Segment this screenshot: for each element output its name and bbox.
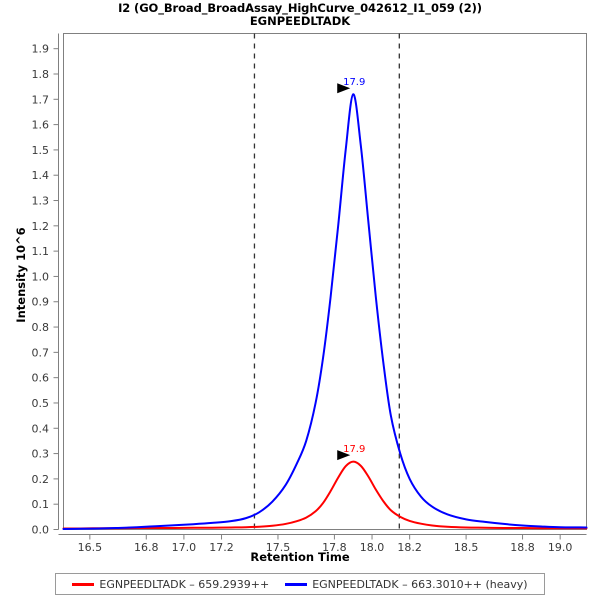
x-tick-label: 17.2: [209, 541, 234, 554]
x-tick-label: 16.8: [134, 541, 159, 554]
plot-frame: [63, 33, 587, 530]
y-tick-label: 0.8: [32, 321, 50, 334]
y-tick-label: 1.0: [32, 270, 50, 283]
trace-heavy: [62, 93, 588, 530]
y-tick-label: 1.5: [32, 144, 50, 157]
x-tick-label: 18.0: [360, 541, 385, 554]
x-tick-label: 18.8: [510, 541, 535, 554]
x-tick-label: 19.0: [548, 541, 573, 554]
y-tick-label: 0.1: [32, 498, 50, 511]
legend-swatch-heavy-icon: [285, 582, 308, 586]
y-tick-label: 1.2: [32, 220, 50, 233]
y-tick-label: 0.9: [32, 296, 50, 309]
peak-apex-marker-light-icon[interactable]: [337, 450, 351, 461]
peak-apex-markers[interactable]: 17.9 17.9: [337, 77, 365, 461]
y-tick-label: 0.5: [32, 397, 50, 410]
x-axis-label: Retention Time: [250, 550, 350, 564]
x-tick-label: 16.5: [78, 541, 103, 554]
y-tick-label: 1.6: [32, 119, 50, 132]
series-traces: [62, 93, 588, 530]
y-tick-label: 1.3: [32, 195, 50, 208]
y-tick-label: 1.8: [32, 68, 50, 81]
legend-item-heavy[interactable]: EGNPEEDLTADK – 663.3010++ (heavy): [285, 577, 528, 591]
chart-title-line-1: I2 (GO_Broad_BroadAssay_HighCurve_042612…: [118, 1, 482, 15]
y-tick-label: 0.3: [32, 448, 50, 461]
y-tick-label: 0.0: [32, 524, 50, 537]
peak-rt-label-light: 17.9: [343, 444, 365, 455]
y-axis-label: Intensity 10^6: [14, 227, 28, 323]
legend-swatch-light-icon: [72, 582, 95, 586]
trace-light: [62, 460, 588, 530]
x-axis-ticks: 16.5 16.8 17.0 17.2 17.5 17.8 18.0 18.2 18.5 18.8…: [78, 534, 573, 554]
y-tick-label: 0.4: [32, 422, 50, 435]
y-tick-label: 0.6: [32, 372, 50, 385]
legend-item-light[interactable]: EGNPEEDLTADK – 659.2939++: [72, 578, 269, 591]
y-tick-label: 0.7: [32, 346, 50, 359]
peak-rt-label-heavy: 17.9: [343, 77, 365, 88]
chart-title-line-2: EGNPEEDLTADK: [249, 14, 351, 28]
y-tick-label: 0.2: [32, 473, 50, 486]
x-tick-label: 17.8: [322, 541, 347, 554]
x-tick-label: 17.0: [172, 541, 197, 554]
y-tick-label: 1.1: [32, 245, 50, 258]
y-tick-label: 1.4: [32, 169, 50, 182]
y-tick-label: 1.7: [32, 93, 50, 106]
y-tick-label: 1.9: [32, 43, 50, 56]
y-axis-ticks: 0.0 0.1 0.2 0.3 0.4 0.5 0.6 0.7 0.8 0.9 1.0 1.1 1.2 1…: [32, 43, 59, 537]
x-tick-label: 18.5: [454, 541, 479, 554]
legend-label-light: EGNPEEDLTADK – 659.2939++: [99, 577, 270, 591]
legend-label-heavy: EGNPEEDLTADK – 663.3010++ (heavy): [312, 577, 528, 591]
legend[interactable]: EGNPEEDLTADK – 659.2939++ EGNPEEDLTADK –…: [55, 573, 545, 595]
chart-title: I2 (GO_Broad_BroadAssay_HighCurve_042612…: [0, 2, 600, 28]
x-tick-label: 18.2: [397, 541, 422, 554]
peak-apex-marker-heavy-icon[interactable]: [337, 83, 351, 94]
x-tick-label: 17.5: [266, 541, 291, 554]
